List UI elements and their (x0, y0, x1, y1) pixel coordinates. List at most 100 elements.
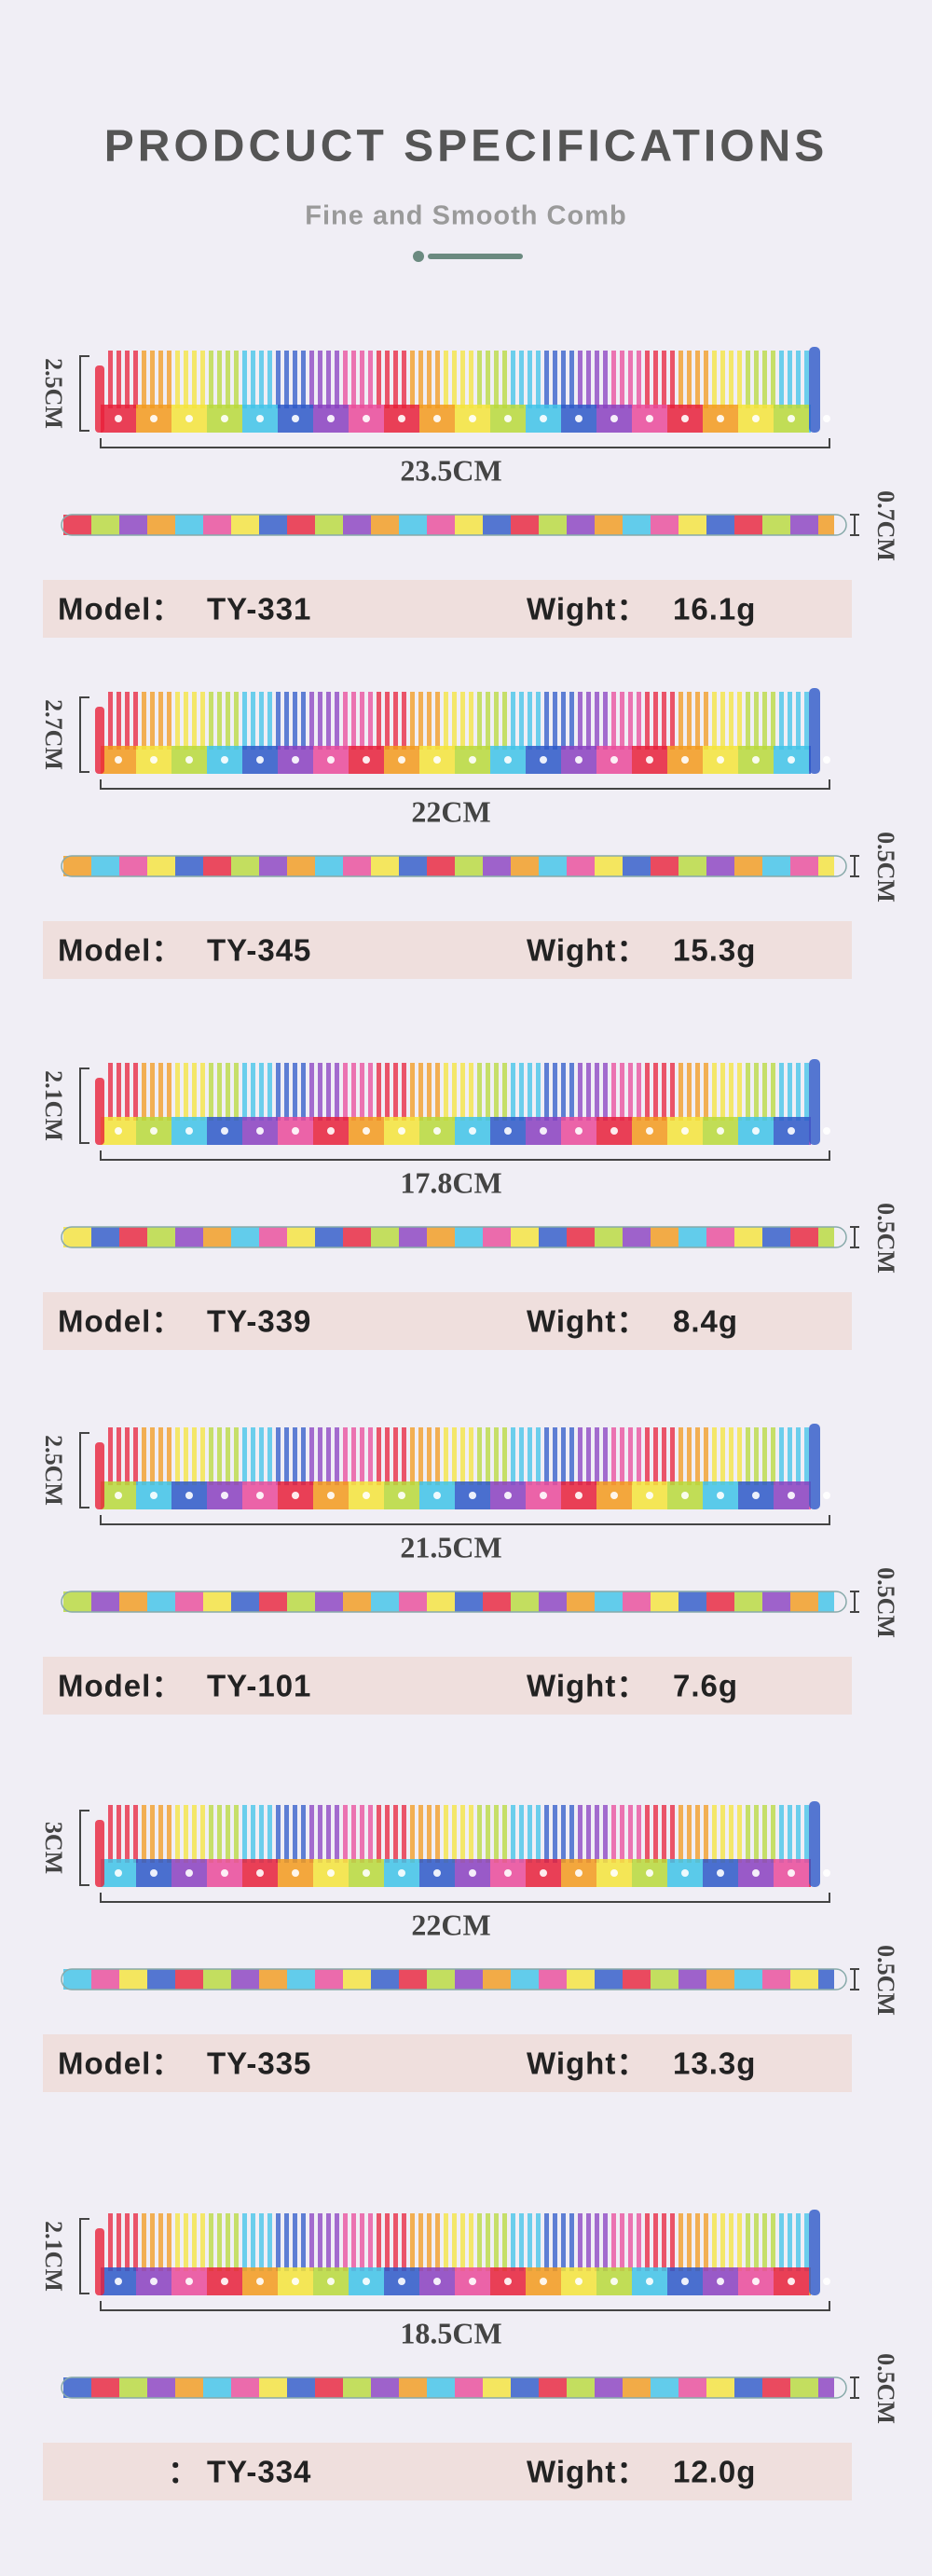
comb-tooth (595, 351, 599, 408)
comb-tooth (242, 1063, 247, 1121)
comb-tooth (611, 351, 616, 408)
side-stripe (790, 1591, 818, 1612)
comb-tooth (762, 1427, 767, 1485)
comb-tooth (309, 1427, 314, 1485)
height-bracket (79, 696, 89, 773)
comb-hole (185, 1127, 193, 1135)
comb-tooth (628, 2213, 633, 2271)
comb-hole (540, 1869, 547, 1877)
page-subtitle: Fine and Smooth Comb (305, 201, 626, 231)
length-bracket (100, 779, 830, 790)
comb-tooth (561, 1063, 566, 1121)
comb-tooth (251, 1427, 255, 1485)
comb-tooth (712, 1427, 717, 1485)
comb-tooth (569, 2213, 574, 2271)
comb-tooth (351, 1805, 356, 1863)
thickness-marker (850, 1226, 859, 1248)
comb-tooth (427, 351, 432, 408)
comb-tooth (796, 351, 801, 408)
comb-tooth (502, 351, 507, 408)
comb-hole (575, 1127, 582, 1135)
divider-dot (413, 251, 424, 262)
side-stripe (734, 515, 762, 535)
comb-tooth (335, 351, 339, 408)
comb-tooth (486, 692, 490, 750)
comb-tooth (746, 1427, 750, 1485)
side-stripe (818, 515, 834, 535)
comb-tooth (444, 1805, 448, 1863)
weight-value: 16.1g (673, 592, 756, 627)
comb-tooth (704, 2213, 708, 2271)
comb-tooth (695, 1805, 700, 1863)
side-stripe (119, 1969, 147, 1990)
comb-tooth (771, 1805, 775, 1863)
comb-tooth (116, 351, 121, 408)
comb-tooth (729, 351, 733, 408)
height-label: 2.5CM (40, 358, 67, 429)
comb-tooth (318, 351, 322, 408)
comb-tooth (368, 1805, 373, 1863)
comb-tooth (620, 1427, 624, 1485)
comb-tooth (368, 1427, 373, 1485)
side-stripe (147, 1591, 175, 1612)
comb-tooth (662, 1427, 666, 1485)
comb-tooth (502, 692, 507, 750)
comb-tooth (293, 1063, 297, 1121)
comb-tooth (410, 2213, 415, 2271)
comb-tooth (418, 2213, 423, 2271)
side-stripe (203, 856, 231, 876)
comb-tooth (754, 1063, 759, 1121)
length-bracket (100, 1893, 830, 1903)
thickness-marker (850, 1591, 859, 1613)
comb-tooth (712, 351, 717, 408)
side-stripe (455, 1969, 483, 1990)
side-stripe (91, 1969, 119, 1990)
spec-bar (43, 921, 852, 979)
comb-hole (823, 1127, 830, 1135)
comb-tooth (150, 692, 155, 750)
comb-tooth (620, 1063, 624, 1121)
comb-hole (788, 415, 795, 422)
comb-tooth (452, 1805, 457, 1863)
comb-tooth (301, 1063, 306, 1121)
side-stripe (567, 1227, 595, 1247)
side-stripe (259, 1591, 287, 1612)
side-stripe (762, 2377, 790, 2398)
side-stripe (315, 1591, 343, 1612)
comb-hole (185, 1492, 193, 1499)
comb-tooth (519, 1063, 524, 1121)
length-bracket (100, 438, 830, 448)
side-stripe (315, 2377, 343, 2398)
comb-side (61, 855, 847, 877)
side-stripe (678, 515, 706, 535)
side-stripe (427, 1591, 455, 1612)
comb-tooth (452, 2213, 457, 2271)
side-stripe (623, 1591, 651, 1612)
weight-value: 13.3g (673, 2046, 756, 2081)
comb-tooth (653, 2213, 658, 2271)
comb-tooth (158, 351, 163, 408)
comb-tooth (209, 2213, 213, 2271)
comb-tooth (511, 2213, 515, 2271)
comb-hole (575, 756, 582, 764)
comb-hole (327, 2278, 335, 2285)
comb-tooth (578, 2213, 582, 2271)
comb-side (61, 1591, 847, 1613)
comb-tooth (779, 2213, 784, 2271)
comb-tooth (687, 351, 692, 408)
comb-tooth (460, 2213, 465, 2271)
comb-tooth (771, 1063, 775, 1121)
comb-tooth (469, 1427, 473, 1485)
comb-tooth (762, 351, 767, 408)
side-stripe (511, 1591, 539, 1612)
comb-tooth (444, 2213, 448, 2271)
comb-tooth (687, 692, 692, 750)
side-stripe (706, 1227, 734, 1247)
comb-hole (540, 415, 547, 422)
comb-tooth (167, 1063, 171, 1121)
comb-tooth (184, 2213, 188, 2271)
comb-tooth (637, 2213, 641, 2271)
comb-tooth (351, 1063, 356, 1121)
comb-tooth (427, 1805, 432, 1863)
weight-label: Wight： (527, 2455, 648, 2489)
